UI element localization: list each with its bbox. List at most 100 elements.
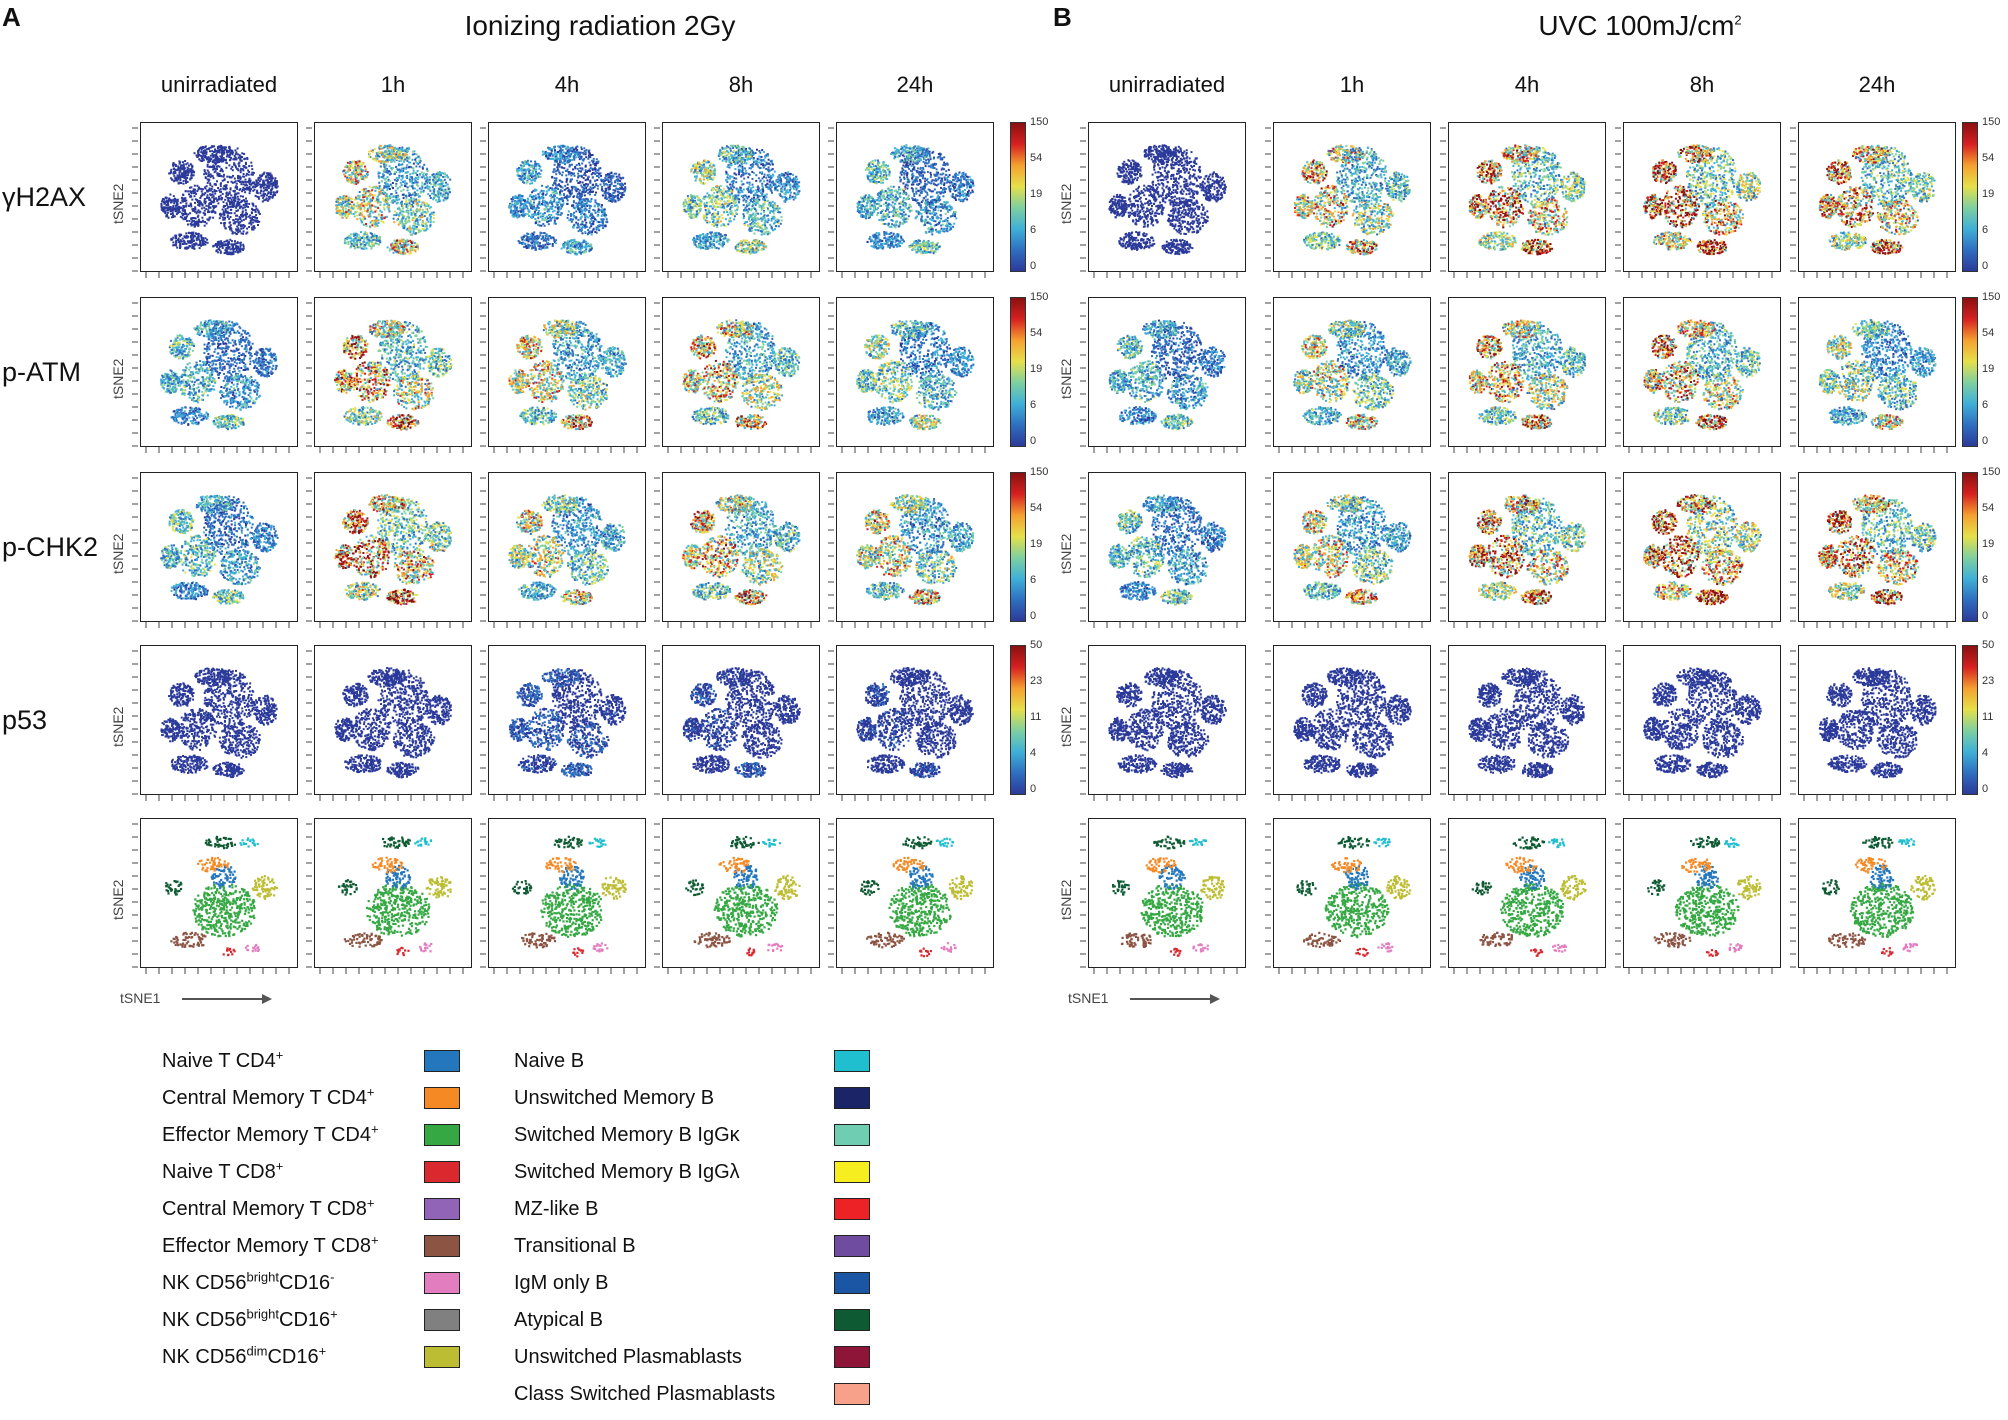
cell-point [616, 179, 618, 181]
cell-point [422, 209, 424, 211]
cell-point [366, 190, 368, 192]
cell-point [276, 190, 278, 192]
cell-point [417, 248, 419, 250]
cell-point [581, 163, 583, 165]
cell-point [360, 209, 362, 211]
cell-point [229, 154, 231, 156]
cell-point [194, 195, 196, 197]
cell-point [403, 189, 405, 191]
cell-point [622, 188, 624, 190]
cell-point [544, 212, 546, 214]
cell-point [445, 182, 447, 184]
cell-point [194, 221, 196, 223]
cell-point [170, 177, 172, 179]
cell-point [539, 225, 541, 227]
cell-point [263, 183, 265, 185]
cell-point [520, 164, 522, 166]
cell-point [172, 237, 174, 239]
cell-point [582, 182, 584, 184]
cell-point [236, 226, 238, 228]
cell-point [612, 200, 614, 202]
cell-point [217, 158, 219, 160]
cell-point [356, 242, 358, 244]
cell-point [187, 167, 189, 169]
cell-point [184, 160, 186, 162]
cell-point [585, 165, 587, 167]
cell-point [374, 190, 376, 192]
cell-point [276, 187, 278, 189]
cell-point [406, 148, 408, 150]
cell-point [530, 160, 532, 162]
cell-point [368, 244, 370, 246]
cell-point [382, 153, 384, 155]
cell-point [523, 165, 525, 167]
cell-point [612, 195, 614, 197]
cell-point [347, 211, 349, 213]
cell-point [401, 163, 403, 165]
cell-point [412, 201, 414, 203]
cell-point [223, 205, 225, 207]
cell-point [191, 232, 193, 234]
cell-point [359, 191, 361, 193]
cell-point [184, 209, 186, 211]
cell-point [369, 237, 371, 239]
cell-point [414, 213, 416, 215]
cell-point [189, 242, 191, 244]
cell-point [177, 239, 179, 241]
cell-point [241, 181, 243, 183]
cell-point [438, 198, 440, 200]
cell-point [554, 199, 556, 201]
cell-point [523, 170, 525, 172]
cell-point [243, 219, 245, 221]
cell-point [246, 228, 248, 230]
cell-point [606, 221, 608, 223]
cell-point [401, 179, 403, 181]
cell-point [173, 195, 175, 197]
cell-point [592, 184, 594, 186]
cell-point [363, 239, 365, 241]
cell-point [589, 191, 591, 193]
cell-point [222, 209, 224, 211]
cell-point [606, 218, 608, 220]
cell-point [183, 163, 185, 165]
cell-point [536, 175, 538, 177]
cell-point [587, 170, 589, 172]
cell-point [257, 224, 259, 226]
cell-point [216, 161, 218, 163]
cell-point [547, 221, 549, 223]
cell-point [345, 195, 347, 197]
cell-point [608, 200, 610, 202]
cell-point [409, 173, 411, 175]
panel-b-title: UVC 100mJ/cm2 [1440, 10, 1840, 42]
cell-point [594, 180, 596, 182]
cell-point [356, 175, 358, 177]
cell-point [398, 149, 400, 151]
cell-point [239, 242, 241, 244]
cell-point [406, 195, 408, 197]
cell-point [203, 173, 205, 175]
cell-point [180, 234, 182, 236]
cell-point [598, 225, 600, 227]
cell-point [531, 196, 533, 198]
cell-point [596, 175, 598, 177]
cell-point [216, 180, 218, 182]
cell-point [371, 220, 373, 222]
cell-point [390, 161, 392, 163]
cell-point [426, 173, 428, 175]
cell-point [571, 148, 573, 150]
cell-point [558, 170, 560, 172]
cell-point [370, 150, 372, 152]
cell-point [348, 243, 350, 245]
cell-point [425, 202, 427, 204]
cell-point [234, 240, 236, 242]
cell-point [419, 173, 421, 175]
cell-point [528, 209, 530, 211]
cell-point [384, 145, 386, 147]
cell-point [552, 171, 554, 173]
cell-point [363, 248, 365, 250]
cell-point [255, 195, 257, 197]
cell-point [622, 177, 624, 179]
cell-point [369, 213, 371, 215]
cell-point [556, 218, 558, 220]
cell-point [240, 168, 242, 170]
